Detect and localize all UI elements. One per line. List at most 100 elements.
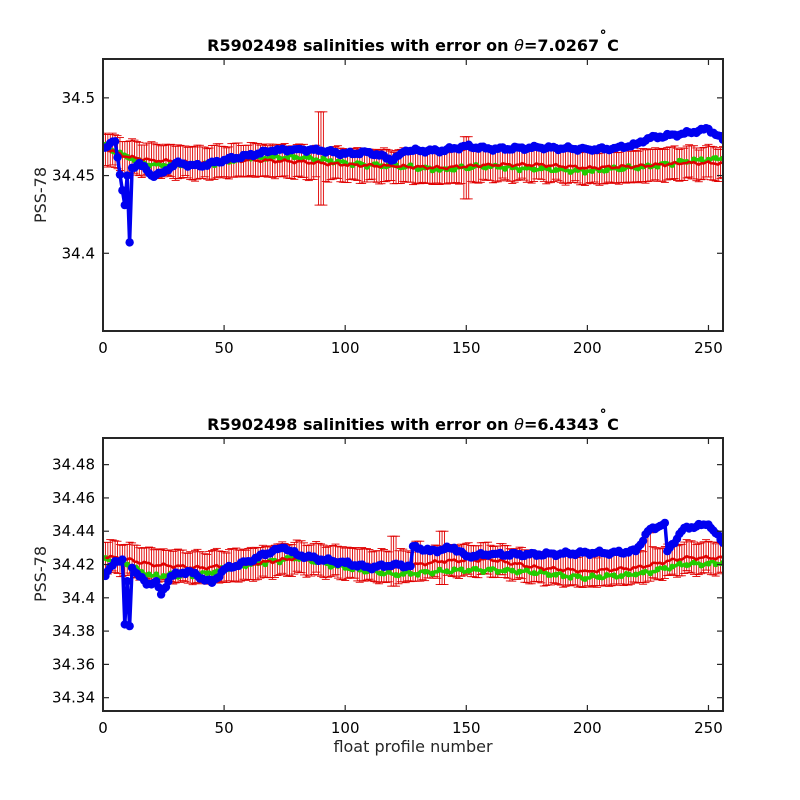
x-tick-label: 100 [331,719,360,737]
data-point-calibrated [291,154,298,161]
data-point-calibrated [531,166,538,173]
data-point-raw [120,200,129,210]
data-point-raw [123,576,132,586]
y-tick-label: 34.36 [52,655,95,673]
data-point-raw [718,538,723,548]
chart-2-title: R5902498 salinities with error on θ=6.43… [207,408,619,434]
data-point-calibrated [480,569,487,576]
data-point-calibrated [407,570,414,577]
data-point-calibrated [552,571,559,578]
data-point-calibrated [683,562,690,569]
data-point-calibrated [698,156,705,163]
chart-1-series-raw [103,124,723,247]
data-point-calibrated [262,561,269,568]
data-point-calibrated [146,571,153,578]
data-point-calibrated [531,570,538,577]
data-point-calibrated [465,567,472,574]
chart-1-plot-area: 0 50 100 150 200 250 34.4 34.45 34.5 [52,58,724,357]
data-point-raw [718,135,723,145]
x-tick-label: 50 [215,339,234,357]
data-point-calibrated [690,559,697,566]
data-point-calibrated [204,569,211,576]
y-tick-label: 34.48 [52,456,95,474]
data-point-calibrated [378,570,385,577]
data-point-calibrated [581,169,588,176]
data-point-calibrated [509,567,516,574]
data-point-calibrated [451,166,458,173]
data-point-calibrated [538,165,545,172]
data-point-calibrated [472,565,479,572]
data-point-calibrated [589,167,596,174]
y-tick-label: 34.42 [52,556,95,574]
chart-2-plot-area: 0 50 100 150 200 250 34.34 34.36 34.38 34.4 34.42 3… [52,437,724,737]
data-point-calibrated [589,572,596,579]
data-point-calibrated [603,167,610,174]
y-tick-label: 34.44 [52,522,95,540]
y-tick-label: 34.4 [62,589,95,607]
data-point-calibrated [567,574,574,581]
chart-1-error-bars [103,111,723,206]
chart-1-y-axis-label: PSS-78 [31,167,50,223]
data-point-calibrated [153,571,160,578]
data-point-calibrated [160,573,167,580]
data-point-calibrated [618,573,625,580]
data-point-calibrated [654,566,661,573]
x-tick-label: 0 [98,719,108,737]
x-tick-label: 100 [331,339,360,357]
data-point-calibrated [560,573,567,580]
y-tick-label: 34.4 [62,244,95,262]
data-point-calibrated [574,573,581,580]
data-point-calibrated [712,154,719,161]
data-point-calibrated [443,568,450,575]
chart-1-title: R5902498 salinities with error on θ=7.02… [207,29,619,55]
y-tick-label: 34.46 [52,489,95,507]
chart-1-data-layer [103,111,723,247]
x-tick-label: 200 [573,339,602,357]
data-point-calibrated [698,562,705,569]
data-point-calibrated [429,570,436,577]
data-point-calibrated [603,571,610,578]
data-point-calibrated [494,568,501,575]
data-point-calibrated [712,561,719,568]
data-point-calibrated [516,167,523,174]
chart-1-axes-box [102,58,724,332]
data-point-calibrated [422,568,429,575]
data-point-calibrated [640,569,647,576]
data-point-raw [125,621,134,631]
data-point-raw [115,170,125,179]
data-point-calibrated [705,560,712,567]
data-point-calibrated [611,572,618,579]
data-point-raw [123,171,132,180]
data-point-calibrated [545,572,552,579]
chart-panel-2: R5902498 salinities with error on θ=6.43… [31,408,724,756]
data-point-calibrated [661,565,668,572]
data-point-raw [113,153,122,162]
x-tick-label: 0 [98,339,108,357]
data-point-calibrated [502,567,509,574]
data-point-calibrated [458,566,465,573]
data-point-calibrated [581,575,588,582]
data-point-raw [118,555,127,564]
chart-2-data-layer [103,518,723,631]
data-point-calibrated [451,566,458,573]
data-point-calibrated [211,569,218,576]
data-point-calibrated [625,571,632,578]
chart-2-axes-box [102,437,724,712]
data-point-calibrated [632,571,639,578]
data-point-calibrated [320,155,327,162]
data-point-calibrated [567,169,574,176]
data-point-calibrated [690,156,697,163]
data-point-calibrated [676,157,683,164]
chart-panel-1: R5902498 salinities with error on θ=7.02… [31,29,724,357]
y-tick-label: 34.5 [62,89,95,107]
data-point-raw [406,561,415,571]
data-point-calibrated [400,570,407,577]
data-point-raw [125,238,134,247]
x-axis-label: float profile number [333,737,493,756]
data-point-calibrated [393,571,400,578]
data-point-raw [110,137,120,146]
data-point-raw [660,518,670,528]
chart-2-y-axis-label: PSS-78 [31,546,50,602]
data-point-raw [118,186,127,195]
